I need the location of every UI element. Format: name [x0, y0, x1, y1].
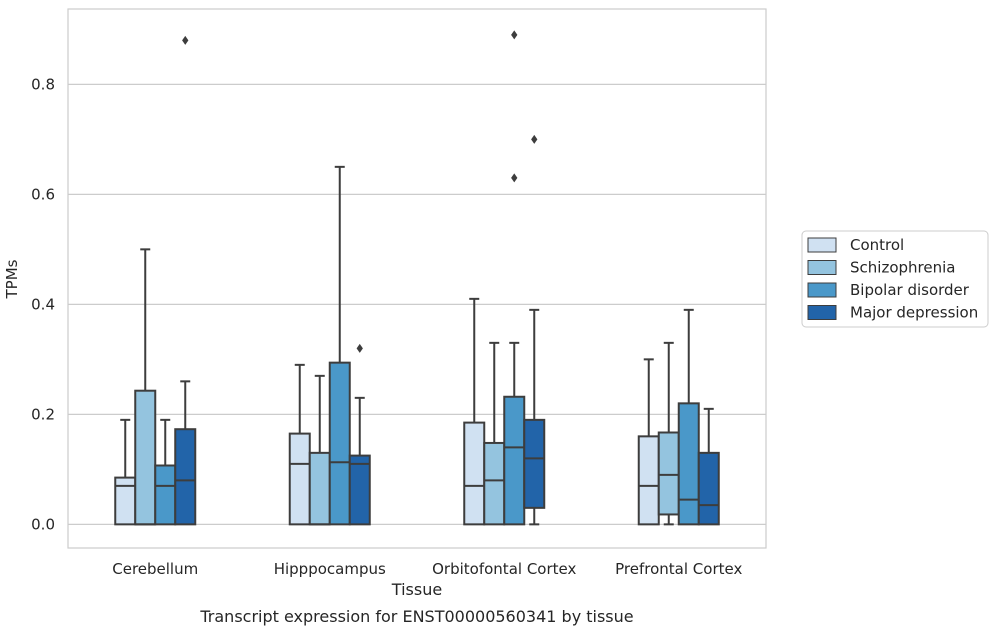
legend-swatch — [807, 282, 837, 298]
box-iqr — [637, 435, 660, 526]
box-iqr — [697, 451, 720, 526]
box-iqr — [174, 428, 197, 526]
box-iqr — [114, 476, 137, 526]
legend-label: Bipolar disorder — [850, 281, 970, 299]
box-iqr — [328, 361, 351, 526]
box-group — [637, 358, 660, 526]
y-axis-ticks: 0.0 0.2 0.4 0.6 0.8 — [31, 75, 55, 533]
legend-swatch — [807, 305, 837, 320]
outlier-point — [182, 35, 189, 45]
box-iqr — [523, 418, 546, 509]
x-tick-label: Hipppocampus — [274, 560, 386, 578]
x-tick-label: Prefrontal Cortex — [615, 560, 742, 578]
y-tick-label: 0.0 — [31, 515, 55, 533]
x-axis-label: Tissue — [391, 580, 442, 599]
x-tick-label: Orbitofontal Cortex — [432, 560, 576, 578]
box-group — [328, 165, 351, 526]
box-iqr — [288, 432, 311, 526]
box-group — [523, 134, 546, 526]
legend-swatch — [807, 260, 837, 275]
box-group — [288, 363, 311, 526]
outlier-point — [356, 343, 363, 353]
legend-items: Control Schizophrenia Bipolar disorder Majo… — [807, 236, 978, 322]
plot-area-frame — [67, 8, 767, 549]
box-group — [483, 341, 506, 526]
y-tick-label: 0.6 — [31, 185, 55, 203]
y-axis-label: TPMs — [3, 259, 21, 299]
box-iqr — [463, 421, 486, 526]
box-group — [677, 308, 700, 526]
outlier-point — [511, 173, 518, 183]
box-group — [308, 374, 331, 526]
box-iqr — [677, 402, 700, 526]
legend: Control Schizophrenia Bipolar disorder Majo… — [801, 230, 989, 328]
box-iqr — [134, 389, 157, 526]
legend-label: Control — [850, 236, 904, 254]
box-iqr — [154, 464, 177, 526]
legend-frame — [801, 230, 989, 328]
box-group — [348, 343, 371, 526]
legend-swatch — [807, 237, 837, 253]
boxes-layer — [114, 30, 720, 526]
legend-label: Major depression — [850, 304, 978, 322]
outlier-point — [531, 134, 538, 144]
x-axis-ticks: Cerebellum Hipppocampus Orbitofontal Corte… — [112, 560, 742, 578]
box-iqr — [657, 431, 680, 516]
box-iqr — [483, 441, 506, 526]
box-group — [114, 418, 137, 526]
box-group — [134, 248, 157, 526]
box-group — [657, 341, 680, 526]
box-group — [463, 297, 486, 526]
box-group — [174, 35, 197, 526]
y-tick-label: 0.8 — [31, 75, 55, 93]
x-tick-label: Cerebellum — [112, 560, 198, 578]
box-iqr — [348, 454, 371, 526]
box-group — [154, 418, 177, 526]
legend-label: Schizophrenia — [850, 259, 955, 277]
box-iqr — [503, 395, 526, 526]
box-group — [503, 30, 526, 526]
outlier-point — [511, 30, 518, 40]
box-iqr — [308, 451, 331, 526]
y-tick-label: 0.4 — [31, 295, 55, 313]
box-group — [697, 407, 720, 526]
figure-caption: Transcript expression for ENST0000056034… — [199, 607, 633, 626]
y-tick-label: 0.2 — [31, 405, 55, 423]
